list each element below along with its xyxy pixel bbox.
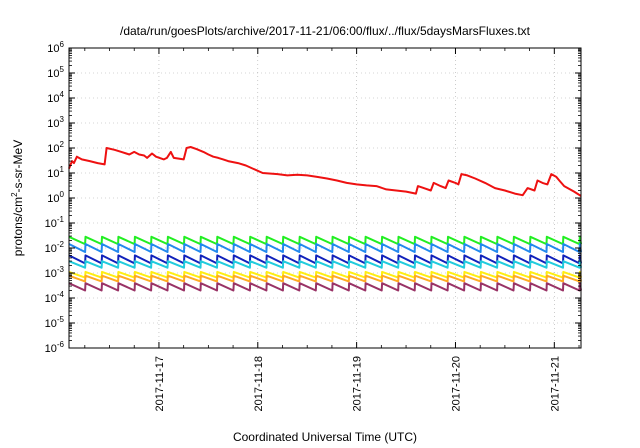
x-axis: 2017-11-17 2017-11-18 2017-11-19 2017-11-20… xyxy=(84,48,580,411)
y-tick-label: 104 xyxy=(47,90,64,105)
series-line-1 xyxy=(68,146,582,197)
series-line-3 xyxy=(68,243,582,253)
x-tick-label: 2017-11-18 xyxy=(253,356,265,411)
series-line-7 xyxy=(68,274,582,283)
y-tick-label: 10-5 xyxy=(45,315,65,330)
y-tick-label: 105 xyxy=(47,65,64,80)
series-line-2 xyxy=(68,235,582,246)
y-axis-label-rest: -s-sr-MeV xyxy=(11,140,25,193)
y-tick-label: 102 xyxy=(47,140,64,155)
y-tick-label: 100 xyxy=(47,190,64,205)
y-axis-label: protons/cm2-s-sr-MeV xyxy=(10,140,25,256)
y-tick-label: 10-1 xyxy=(45,215,65,230)
x-tick-label: 2017-11-20 xyxy=(450,356,462,411)
series-line-8 xyxy=(68,282,582,292)
plot-area xyxy=(68,146,582,292)
x-tick-label: 2017-11-21 xyxy=(549,356,561,411)
series-line-4 xyxy=(68,254,582,265)
grid xyxy=(69,48,581,348)
chart-title: /data/run/goesPlots/archive/2017-11-21/0… xyxy=(120,24,531,38)
y-tick-label: 10-2 xyxy=(45,240,65,255)
y-axis: 10-6 10-5 10-4 10-3 10-2 10-1 100 101 102 103 104 1… xyxy=(45,40,581,355)
y-axis-label-base: protons/cm xyxy=(11,197,25,256)
y-tick-label: 103 xyxy=(47,115,64,130)
x-tick-label: 2017-11-17 xyxy=(154,356,166,411)
y-tick-label: 10-6 xyxy=(45,340,65,355)
y-tick-label: 10-4 xyxy=(45,290,65,305)
y-axis-label-sup: 2 xyxy=(10,192,19,197)
y-tick-label: 106 xyxy=(47,40,64,55)
series-line-5 xyxy=(68,260,582,269)
y-tick-label: 101 xyxy=(47,165,64,180)
x-axis-label: Coordinated Universal Time (UTC) xyxy=(233,430,417,444)
y-tick-label: 10-3 xyxy=(45,265,65,280)
x-tick-label: 2017-11-19 xyxy=(352,356,364,411)
